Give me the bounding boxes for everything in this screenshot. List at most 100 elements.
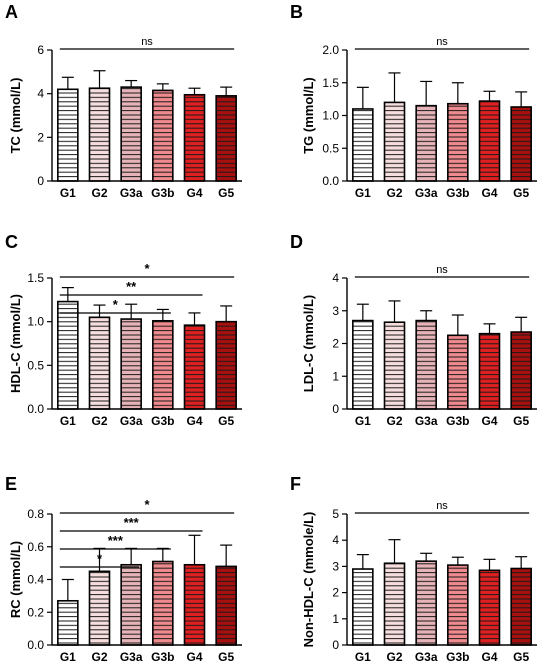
y-axis-title: HDL-C (mmol/L) <box>8 294 23 393</box>
significance-label: ** <box>126 279 137 294</box>
bar-g3a <box>415 560 437 646</box>
bar-g4 <box>478 332 501 410</box>
x-tick-label: G1 <box>355 650 371 664</box>
bar-g5 <box>510 331 532 410</box>
x-tick-label: G1 <box>355 186 371 200</box>
y-tick-label: 3 <box>332 304 339 318</box>
x-tick-label: G2 <box>386 186 402 200</box>
panel-letter: B <box>290 2 303 22</box>
bar-g5 <box>215 95 237 182</box>
y-tick-label: 0.8 <box>27 507 44 521</box>
x-tick-label: G3b <box>151 650 174 664</box>
chart-panel-f: F Non-HDL-C (mmole/L) G1 G2 G3a G3b G4 G5 0 1 2 3 4 5… <box>290 474 537 664</box>
bar-g4 <box>183 93 206 182</box>
y-tick-label: 0.4 <box>27 573 44 587</box>
y-tick-label: 0 <box>332 402 339 416</box>
bar-g1 <box>57 599 79 646</box>
bar-g3b <box>447 334 469 410</box>
x-tick-label: G3b <box>151 186 174 200</box>
y-tick-label: 0 <box>332 638 339 652</box>
y-axis-title: RC (mmol/L) <box>8 541 23 618</box>
chart-panel-e: E RC (mmol/L) G1 G2 G3a G3b G4 G5 0.0 0.2 0.4 0.6 0.… <box>5 474 242 664</box>
bar-g3b <box>152 89 174 182</box>
chart-panel-a: A TC (mmol/L) G1 G2 G3a G3b G4 G5 0 2 4 6 ns <box>5 2 242 200</box>
y-tick-label: 1.0 <box>27 315 44 329</box>
x-tick-label: G3b <box>446 186 469 200</box>
y-tick-label: 1.5 <box>27 271 44 285</box>
x-tick-label: G1 <box>60 650 76 664</box>
bar-g3b <box>152 560 174 646</box>
bar-g2 <box>383 101 406 182</box>
significance-label: ns <box>436 264 448 276</box>
x-tick-label: G5 <box>513 186 529 200</box>
x-tick-label: G3a <box>415 414 438 428</box>
bar-g3a <box>120 318 142 410</box>
x-tick-label: G3a <box>120 414 143 428</box>
bar-g2 <box>383 321 406 410</box>
bar-g1 <box>352 568 374 646</box>
bar-g2 <box>88 570 111 646</box>
x-tick-label: G1 <box>60 414 76 428</box>
chart-panel-b: B TG (mmol/L) G1 G2 G3a G3b G4 G5 0.0 0.5 1.0 1.5 2.… <box>290 2 537 200</box>
bar-g2 <box>383 562 406 646</box>
y-tick-label: 0.5 <box>27 358 44 372</box>
y-tick-label: 4 <box>332 271 339 285</box>
y-tick-label: 1 <box>332 369 339 383</box>
x-tick-label: G3a <box>120 650 143 664</box>
bar-g5 <box>215 565 237 646</box>
panel-letter: C <box>5 232 18 252</box>
y-axis-title: Non-HDL-C (mmole/L) <box>301 512 316 648</box>
y-tick-label: 0.0 <box>27 638 44 652</box>
significance-label: *** <box>108 533 124 548</box>
y-tick-label: 2 <box>332 586 339 600</box>
bar-g4 <box>183 563 206 646</box>
bar-g3b <box>447 564 469 646</box>
bar-g4 <box>183 324 206 410</box>
y-tick-label: 0.0 <box>322 174 339 188</box>
x-tick-label: G5 <box>218 186 234 200</box>
x-tick-label: G3b <box>151 414 174 428</box>
chart-panel-c: C HDL-C (mmol/L) G1 G2 G3a G3b G4 G5 0.0 0.5 1.0 1.… <box>5 232 242 428</box>
x-tick-label: G4 <box>186 650 202 664</box>
y-tick-label: 1 <box>332 612 339 626</box>
y-tick-label: 2 <box>37 130 44 144</box>
y-tick-label: 0.0 <box>27 402 44 416</box>
bar-g1 <box>352 108 374 182</box>
significance-label: * <box>97 551 103 566</box>
panel-letter: D <box>290 232 303 252</box>
bar-g2 <box>88 316 111 410</box>
bar-g5 <box>215 320 237 410</box>
bar-g1 <box>57 300 79 410</box>
y-axis-title: TC (mmol/L) <box>8 78 23 154</box>
x-tick-label: G1 <box>60 186 76 200</box>
bar-g4 <box>478 100 501 182</box>
y-tick-label: 2 <box>332 337 339 351</box>
y-tick-label: 0.5 <box>322 141 339 155</box>
y-tick-label: 5 <box>332 507 339 521</box>
bar-g2 <box>88 87 111 182</box>
bar-g3b <box>152 319 174 410</box>
panel-letter: E <box>5 474 17 494</box>
x-tick-label: G3b <box>446 650 469 664</box>
x-tick-label: G2 <box>386 414 402 428</box>
y-tick-label: 6 <box>37 43 44 57</box>
bar-g5 <box>510 106 532 182</box>
significance-label: ns <box>141 36 153 48</box>
x-tick-label: G2 <box>91 650 107 664</box>
x-tick-label: G1 <box>355 414 371 428</box>
significance-label: *** <box>124 515 140 530</box>
x-tick-label: G4 <box>481 414 497 428</box>
y-tick-label: 4 <box>37 87 44 101</box>
bar-g5 <box>510 567 532 646</box>
x-tick-label: G5 <box>218 414 234 428</box>
x-tick-label: G3a <box>415 186 438 200</box>
y-axis-title: TG (mmol/L) <box>301 77 316 154</box>
x-tick-label: G3a <box>415 650 438 664</box>
significance-label: ns <box>436 36 448 48</box>
x-tick-label: G4 <box>481 186 497 200</box>
y-tick-label: 2.0 <box>322 43 339 57</box>
x-tick-label: G5 <box>513 414 529 428</box>
y-tick-label: 4 <box>332 533 339 547</box>
bar-g1 <box>57 88 79 182</box>
bar-g3a <box>415 104 437 182</box>
